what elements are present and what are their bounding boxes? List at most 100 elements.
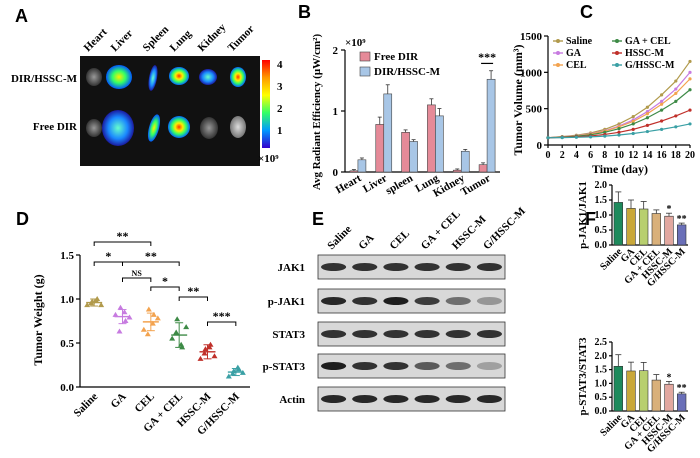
legend-label: Saline [566,36,593,47]
y-tick-label: 0.5 [60,338,74,350]
data-point [211,353,218,359]
legend-label: Free DIR [374,51,419,63]
blot-row-label: JAK1 [278,262,306,274]
blot-band [476,330,502,338]
bar [639,208,649,246]
blot-band [476,362,502,370]
organ-kidney [200,117,218,139]
data-point [631,127,635,131]
data-point [197,355,204,361]
y-tick-label: 2 [333,45,339,57]
colorbar-unit: ×10⁹ [258,153,279,165]
significance-bracket [93,261,123,266]
bar [626,208,636,246]
bar [427,104,436,173]
significance-label: * [105,249,111,263]
data-point [645,116,650,120]
significance-label: *** [478,50,496,64]
y-tick-label: 1.5 [595,365,608,376]
legend-marker [556,39,560,43]
lane-label: CEL [388,228,412,252]
ivis-row-dir-hssc-m [86,65,246,91]
y-tick-label: 1000 [520,67,543,79]
data-point [617,133,621,137]
y-axis-label: Tumor Weight (g) [31,274,45,365]
panel-b-bar-chart: 0 1 2 ×10⁹ Avg Radiant Efficiency (μW/cm²) He… [311,34,500,200]
x-tick-label: GA [108,391,128,411]
organ-lung [169,67,189,85]
x-tick-label: 18 [671,150,681,161]
data-point [660,127,664,131]
significance-label: * [667,372,672,383]
y-axis-label: Avg Radiant Efficiency (μW/cm²) [311,34,323,191]
blot-band [383,362,409,370]
bar [357,159,367,173]
blot-band [383,263,409,271]
blot-membrane [317,288,506,314]
legend-label: HSSC-M [625,48,664,59]
data-point [140,326,147,332]
blot-band [352,297,378,305]
data-point [117,304,124,310]
blot-membrane [317,321,506,347]
data-point [674,125,678,129]
y-axis-label: p-JAK1/JAK1 [577,181,589,249]
legend-label: DIR/HSSC-M [374,66,441,78]
y-tick-label: 1.0 [60,294,74,306]
blot-band [414,395,440,403]
y-tick-label: 0.5 [595,392,608,403]
bar [613,365,623,412]
colorbar [262,60,270,148]
significance-label: * [162,274,168,288]
significance-label: ** [677,383,687,394]
bar [401,132,410,173]
data-point [229,370,236,376]
y-tick-label: 1.0 [595,210,608,221]
data-point [688,77,692,81]
data-point [674,79,678,83]
data-point [660,108,664,112]
legend-marker [615,63,619,67]
x-tick-label: Tumor [459,172,493,198]
data-point [560,135,564,140]
y-tick-label: 1.5 [595,195,608,206]
panel-e-western-blot: Saline GA CEL GA + CELHSSC-MG/HSSC-MJAK1p-J… [263,205,528,412]
legend-label: CEL [566,60,587,71]
data-point [660,119,664,123]
data-point [201,350,208,356]
data-point [688,108,692,112]
y-tick-label: 2.5 [595,337,608,348]
data-point [674,91,678,96]
data-point [574,135,579,139]
blot-band [321,395,347,403]
significance-label: * [667,204,672,215]
blot-band [445,297,471,305]
blot-band [476,297,502,305]
data-point [645,129,650,134]
blot-band [352,395,378,403]
legend-marker [556,63,560,67]
bar [626,370,636,412]
colorbar-tick-label: 2 [277,103,283,115]
blot-band [445,263,471,271]
x-tick-label: 2 [560,150,565,161]
blot-membrane [317,386,506,412]
bar [460,150,470,173]
significance-label: ** [117,229,129,243]
data-point [122,318,129,323]
blot-band [383,330,409,338]
data-point [603,134,607,138]
y-tick-label: 0.0 [595,406,608,417]
y-tick-label: 1.0 [595,378,608,389]
panel-label-f: F [585,209,596,229]
significance-label: NS [132,269,143,278]
data-point [183,324,190,330]
data-point [617,130,621,134]
blot-band [321,263,347,271]
organ-spleen [148,65,158,91]
data-point [173,329,180,335]
organ-liver [106,65,132,89]
y-tick-label: 2.0 [595,351,608,362]
blot-band [321,362,347,370]
